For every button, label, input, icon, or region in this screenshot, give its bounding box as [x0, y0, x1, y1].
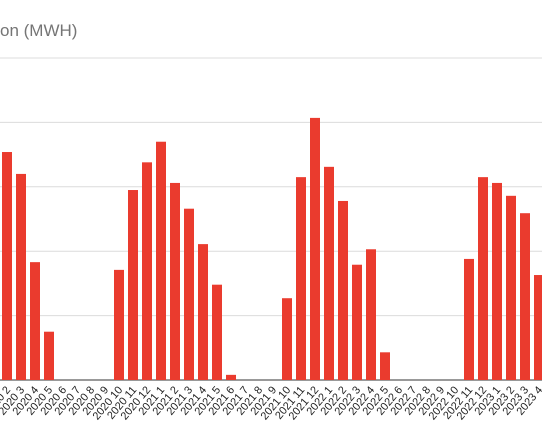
bar [142, 162, 152, 380]
bar [324, 166, 334, 380]
bar [184, 208, 194, 380]
bar [198, 244, 208, 380]
bar [310, 117, 320, 380]
bar [296, 177, 306, 380]
bar [380, 352, 390, 380]
bar [352, 264, 362, 380]
bar [114, 269, 124, 380]
bar [506, 195, 516, 380]
bar [156, 141, 166, 380]
bar [534, 275, 542, 380]
bar [492, 182, 502, 380]
bar [128, 190, 138, 380]
bar [338, 200, 348, 380]
bar [16, 173, 26, 380]
bar [2, 152, 12, 380]
bar [226, 374, 236, 380]
bar [366, 249, 376, 380]
bar [44, 331, 54, 380]
bar [464, 258, 474, 380]
chart-title: on (MWH) [0, 21, 77, 40]
bar [30, 262, 40, 380]
bar [282, 298, 292, 380]
bar [170, 182, 180, 380]
bar [520, 213, 530, 380]
bar [212, 284, 222, 380]
bar [478, 177, 488, 380]
